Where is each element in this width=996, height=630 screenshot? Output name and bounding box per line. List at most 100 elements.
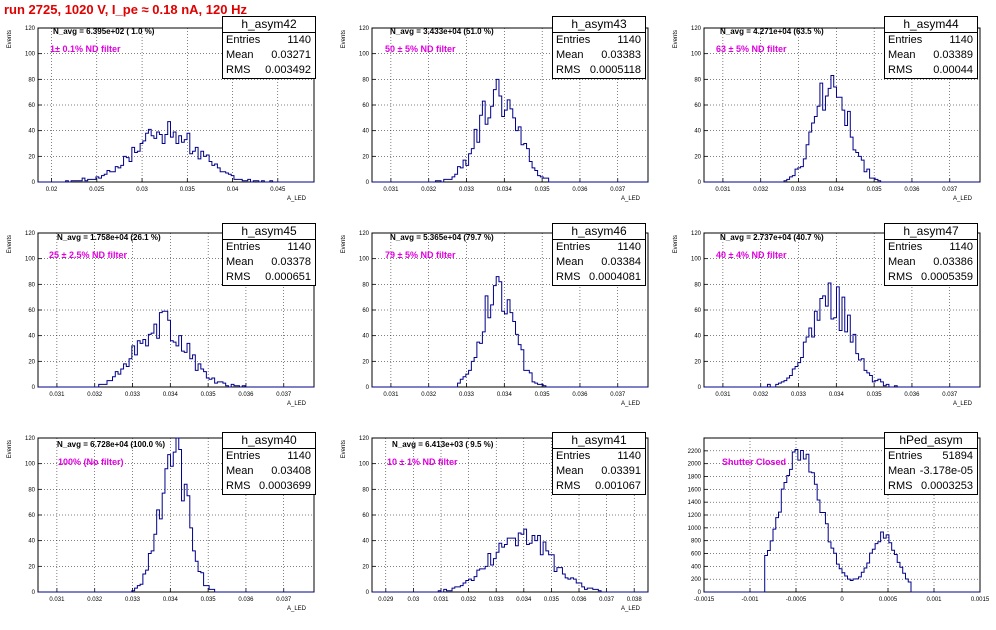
stats-entries-value: 1140 <box>617 241 641 253</box>
stats-mean-label: Mean <box>556 465 584 477</box>
y-tick-label: 20 <box>28 154 35 160</box>
histogram-panel-h-asym40: 0.031 0.032 0.033 0.034 0.035 0.036 0.037 0 20 40… <box>0 424 328 630</box>
y-tick-label: 40 <box>362 334 369 340</box>
stats-box: Entries 1140 Mean 0.03391 RMS 0.001067 <box>552 448 646 495</box>
y-tick-label: 0 <box>366 180 370 186</box>
x-tick-label: 0.032 <box>87 597 103 603</box>
navg-label: N_avg = 5.365e+04 (79.7 %) <box>390 233 494 242</box>
histogram-panel-h-asym43: 0.031 0.032 0.033 0.034 0.035 0.036 0.037 0 20 40… <box>334 14 662 220</box>
y-tick-label: 120 <box>25 436 36 442</box>
filter-label: 25 ± 2.5% ND filter <box>49 250 127 260</box>
y-tick-label: 40 <box>362 539 369 545</box>
x-tick-label: 0.035 <box>535 392 551 398</box>
y-tick-label: 60 <box>694 103 701 109</box>
x-tick-label: 0.035 <box>544 597 560 603</box>
x-tick-label: 0.035 <box>201 392 217 398</box>
y-axis-label: Events <box>341 30 347 48</box>
x-tick-label: 0.031 <box>715 392 731 398</box>
stats-box: Entries 1140 Mean 0.03271 RMS 0.003492 <box>222 32 316 79</box>
y-tick-label: 100 <box>691 52 702 58</box>
x-tick-label: 0.034 <box>829 392 845 398</box>
stats-entries-label: Entries <box>226 34 261 46</box>
stats-rms-label: RMS <box>556 480 581 492</box>
stats-rms-label: RMS <box>226 271 251 283</box>
filter-label: 50 ± 5% ND filter <box>385 44 456 54</box>
histogram-series <box>704 282 980 388</box>
stats-box: Entries 51894 Mean -3.178e-05 RMS 0.0003253 <box>884 448 978 495</box>
y-tick-label: 800 <box>691 539 702 545</box>
y-tick-label: 0 <box>698 590 702 596</box>
stats-rms-value: 0.003492 <box>265 64 311 76</box>
histogram-title: h_asym42 <box>222 16 316 33</box>
stats-entries-label: Entries <box>888 450 923 462</box>
y-tick-label: 60 <box>28 103 35 109</box>
stats-entries-label: Entries <box>556 450 591 462</box>
x-tick-label: 0.036 <box>571 597 587 603</box>
x-tick-label: 0.031 <box>383 187 399 193</box>
y-tick-label: 20 <box>362 564 369 570</box>
histogram-series <box>38 121 314 183</box>
histogram-plot: 0.031 0.032 0.033 0.034 0.035 0.036 0.037 0 20 40… <box>341 26 649 202</box>
stats-mean-value: 0.03408 <box>271 465 311 477</box>
stats-rms-label: RMS <box>888 271 913 283</box>
y-tick-label: 0 <box>32 180 36 186</box>
y-tick-label: 20 <box>362 359 369 365</box>
stats-mean-label: Mean <box>226 49 254 61</box>
y-tick-label: 0 <box>698 180 702 186</box>
stats-mean-value: 0.03271 <box>271 49 311 61</box>
x-tick-label: 0.045 <box>270 187 286 193</box>
x-tick-label: 0.032 <box>753 187 769 193</box>
stats-box: Entries 1140 Mean 0.03384 RMS 0.0004081 <box>552 239 646 286</box>
histogram-series <box>38 437 314 593</box>
x-tick-label: 0.033 <box>791 392 807 398</box>
navg-label: N_avg = 6.395e+02 ( 1.0 %) <box>53 27 155 36</box>
stats-entries-value: 1140 <box>617 450 641 462</box>
x-tick-label: 0.03 <box>136 187 148 193</box>
x-tick-label: 0.031 <box>49 392 65 398</box>
y-tick-label: 120 <box>359 231 370 237</box>
histogram-panel-hped-asym: -0.0015 -0.001 -0.0005 0 0.0005 0.001 0.0015 0 2… <box>666 424 994 630</box>
x-tick-label: 0.038 <box>627 597 643 603</box>
y-tick-label: 80 <box>28 282 35 288</box>
x-tick-label: 0.036 <box>572 392 588 398</box>
y-tick-label: 1000 <box>688 526 702 532</box>
stats-rms-value: 0.0003253 <box>921 480 973 492</box>
y-tick-label: 40 <box>28 539 35 545</box>
x-tick-label: 0.034 <box>516 597 532 603</box>
x-tick-label: 0.03 <box>408 597 420 603</box>
x-tick-label: 0.036 <box>904 392 920 398</box>
stats-entries-value: 51894 <box>942 450 973 462</box>
stats-mean-value: 0.03383 <box>601 49 641 61</box>
x-tick-label: 0.034 <box>829 187 845 193</box>
y-tick-label: 600 <box>691 552 702 558</box>
histogram-plot: -0.0015 -0.001 -0.0005 0 0.0005 0.001 0.0015 0 2… <box>688 437 990 603</box>
y-tick-label: 2200 <box>688 449 702 455</box>
y-tick-label: 0 <box>698 385 702 391</box>
histogram-series <box>372 78 648 183</box>
filter-label: 63 ± 5% ND filter <box>716 44 787 54</box>
navg-label: N_avg = 6.728e+04 (100.0 %) <box>57 440 166 449</box>
stats-rms-value: 0.00044 <box>933 64 973 76</box>
y-tick-label: 60 <box>694 308 701 314</box>
x-tick-label: 0.037 <box>942 392 958 398</box>
stats-mean-value: -3.178e-05 <box>919 465 973 477</box>
stats-rms-label: RMS <box>226 64 251 76</box>
x-tick-label: 0.04 <box>227 187 239 193</box>
x-tick-label: 0.037 <box>610 187 626 193</box>
y-tick-label: 40 <box>694 334 701 340</box>
stats-rms-value: 0.0004081 <box>589 271 641 283</box>
histogram-plot: 0.031 0.032 0.033 0.034 0.035 0.036 0.037 0 20 40… <box>673 26 981 202</box>
y-tick-label: 80 <box>362 282 369 288</box>
histogram-plot: 0.031 0.032 0.033 0.034 0.035 0.036 0.037 0 20 40… <box>341 231 649 407</box>
stats-entries-value: 1140 <box>617 34 641 46</box>
navg-label: N_avg = 1.758e+04 (26.1 %) <box>57 233 161 242</box>
x-tick-label: 0.025 <box>89 187 105 193</box>
x-tick-label: 0.031 <box>433 597 449 603</box>
y-tick-label: 80 <box>694 77 701 83</box>
y-tick-label: 400 <box>691 564 702 570</box>
stats-entries-label: Entries <box>226 450 261 462</box>
filter-label: 40 ± 4% ND filter <box>716 250 787 260</box>
y-tick-label: 20 <box>28 359 35 365</box>
histogram-series <box>372 528 648 593</box>
x-tick-label: 0.037 <box>276 392 292 398</box>
